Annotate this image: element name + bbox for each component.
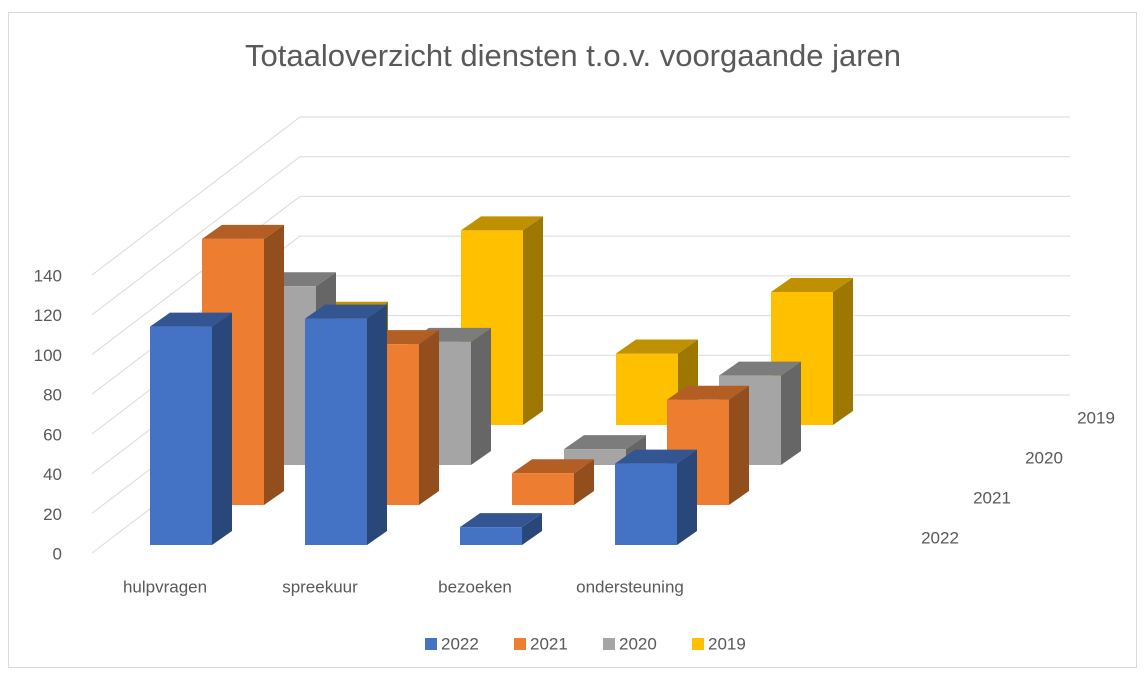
bar-front-face [150, 326, 212, 545]
legend-swatch [603, 638, 615, 650]
bar-top-face [771, 277, 853, 292]
bar-front-face [460, 527, 522, 545]
bar-right-face [574, 459, 594, 505]
legend-label: 2022 [441, 634, 479, 653]
bar-right-face [471, 327, 491, 465]
depth-axis-label: 2019 [1077, 408, 1115, 427]
bar-right-face [367, 304, 387, 545]
bar-front-face [512, 473, 574, 505]
bar-right-face [264, 224, 284, 505]
x-tick-label: ondersteuning [576, 577, 684, 596]
bar [615, 449, 697, 545]
bar-top-face [512, 459, 594, 474]
bar-top-face [461, 216, 543, 231]
bar-right-face [729, 385, 749, 505]
y-tick-label: 120 [34, 306, 62, 325]
y-tick-label: 40 [43, 465, 62, 484]
bar-right-face [522, 513, 542, 545]
bar-right-face [523, 216, 543, 425]
y-tick-label: 80 [43, 386, 62, 405]
x-tick-label: hulpvragen [123, 577, 207, 596]
bar-front-face [305, 318, 367, 545]
chart-title: Totaaloverzicht diensten t.o.v. voorgaan… [245, 38, 901, 73]
y-tick-label: 0 [53, 544, 62, 563]
bar-top-face [615, 449, 697, 464]
grid-line [91, 156, 1070, 316]
bar-front-face [615, 463, 677, 545]
bars [150, 216, 853, 545]
bar-top-face [719, 361, 801, 376]
bar-right-face [781, 361, 801, 465]
legend-label: 2021 [530, 634, 568, 653]
grid-line [91, 116, 1070, 276]
bar [460, 513, 542, 545]
bar [512, 459, 594, 505]
bar-top-face [202, 224, 284, 239]
legend-swatch [514, 638, 526, 650]
legend-label: 2019 [708, 634, 746, 653]
bar-right-face [419, 330, 439, 505]
x-tick-label: spreekuur [282, 577, 358, 596]
bar-right-face [677, 449, 697, 545]
y-tick-label: 60 [43, 425, 62, 444]
y-tick-label: 140 [34, 266, 62, 285]
bar-top-face [616, 339, 698, 354]
y-tick-label: 100 [34, 346, 62, 365]
bar-top-face [460, 513, 542, 528]
x-tick-label: bezoeken [438, 577, 512, 596]
bar-top-face [305, 304, 387, 319]
bar-right-face [212, 312, 232, 545]
bar [150, 312, 232, 545]
depth-axis-label: 2021 [973, 488, 1011, 507]
depth-axis-label: 2020 [1025, 448, 1063, 467]
depth-axis-label: 2022 [921, 528, 959, 547]
legend-label: 2020 [619, 634, 657, 653]
y-tick-label: 20 [43, 505, 62, 524]
bar-right-face [833, 277, 853, 425]
labels: 0 20 40 60 80 100 120 140 2019 2020 2021 2022 hulpvr… [34, 266, 1115, 653]
bar-top-face [667, 385, 749, 400]
legend-swatch [425, 638, 437, 650]
legend-swatch [692, 638, 704, 650]
grid-line [91, 195, 1070, 355]
bar-top-face [564, 435, 646, 450]
bar-top-face [150, 312, 232, 327]
bar [305, 304, 387, 545]
